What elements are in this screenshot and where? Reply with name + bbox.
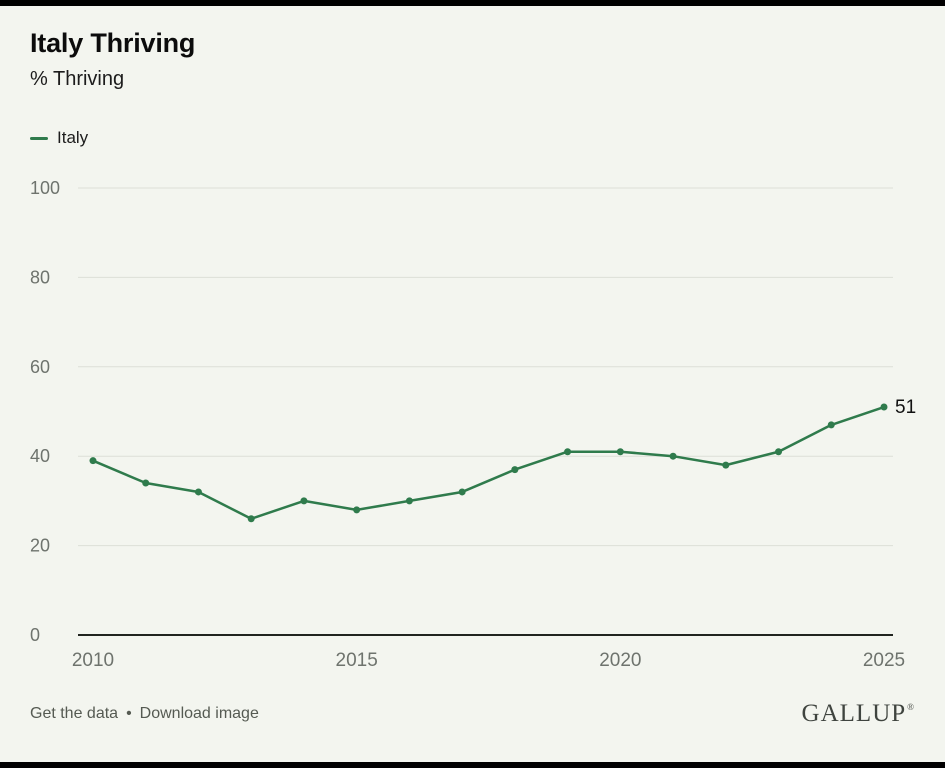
data-point: [405, 497, 413, 505]
data-point: [827, 421, 835, 429]
legend: Italy: [30, 128, 88, 148]
chart-title: Italy Thriving: [30, 28, 196, 58]
data-point: [142, 479, 150, 487]
footer-links: Get the data • Download image: [30, 705, 259, 723]
download-image-link[interactable]: Download image: [139, 705, 259, 722]
data-point: [722, 461, 730, 469]
registered-mark-icon: ®: [907, 702, 915, 712]
data-point: [458, 488, 466, 496]
gallup-logo-text: GALLUP: [801, 700, 907, 727]
data-point: [880, 403, 888, 411]
footer: Get the data • Download image GALLUP ®: [30, 700, 915, 728]
data-point: [353, 506, 361, 514]
gallup-logo: GALLUP ®: [802, 700, 915, 728]
y-tick-label: 80: [30, 267, 50, 287]
data-point: [194, 488, 202, 496]
data-point: [775, 448, 783, 456]
y-tick-label: 60: [30, 357, 50, 377]
legend-label: Italy: [57, 128, 89, 147]
x-tick-label: 2015: [336, 650, 378, 671]
legend-line-icon: [30, 136, 48, 140]
data-point: [564, 448, 572, 456]
top-border: [0, 0, 945, 6]
y-tick-label: 20: [30, 536, 50, 556]
end-value-label: 51: [895, 397, 916, 418]
data-point: [300, 497, 308, 505]
y-tick-label: 40: [30, 446, 50, 466]
data-point: [89, 457, 97, 465]
chart-subtitle: % Thriving: [30, 68, 125, 90]
data-point: [247, 515, 255, 523]
y-tick-label: 100: [30, 178, 60, 198]
bottom-border: [0, 762, 945, 768]
data-point: [511, 466, 519, 474]
x-tick-label: 2025: [863, 650, 905, 671]
data-point: [669, 452, 677, 460]
y-tick-label: 0: [30, 625, 40, 645]
x-tick-label: 2020: [599, 650, 641, 671]
footer-separator: •: [126, 705, 132, 722]
get-the-data-link[interactable]: Get the data: [30, 705, 119, 722]
data-point: [616, 448, 624, 456]
trend-line: [91, 405, 886, 521]
x-tick-label: 2010: [72, 650, 114, 671]
